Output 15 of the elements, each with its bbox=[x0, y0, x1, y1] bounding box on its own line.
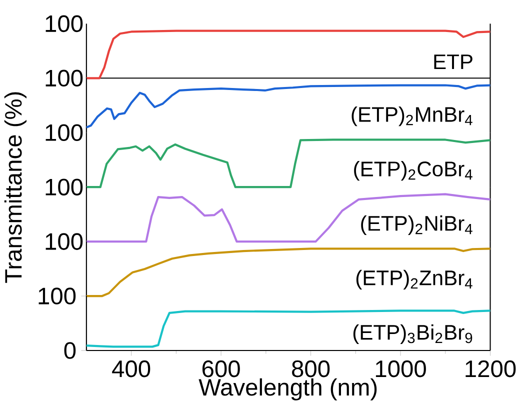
series-label: (ETP)$_{2}$CoBr$_{4}$ bbox=[354, 161, 472, 181]
x-tick-label: 1000 bbox=[376, 360, 426, 378]
y-axis-title: Transmittance (%) bbox=[4, 92, 26, 284]
series-label: (ETP)$_{2}$NiBr$_{4}$ bbox=[361, 216, 472, 236]
y-tick-label: 0 bbox=[64, 342, 76, 359]
x-axis-title: Wavelength (nm) bbox=[198, 378, 377, 401]
x-tick-label: 800 bbox=[292, 360, 330, 378]
series-label: ETP bbox=[434, 54, 472, 70]
x-tick-label: 600 bbox=[202, 360, 240, 378]
line-series bbox=[85, 310, 492, 348]
series-label: (ETP)$_{3}$Bi$_{2}$Br$_{9}$ bbox=[353, 324, 472, 344]
x-tick-label: 400 bbox=[112, 360, 150, 378]
series-label: (ETP)$_{2}$ZnBr$_{4}$ bbox=[356, 270, 472, 290]
series-label: (ETP)$_{2}$MnBr$_{4}$ bbox=[352, 106, 472, 126]
x-tick-label: 1200 bbox=[466, 360, 516, 378]
